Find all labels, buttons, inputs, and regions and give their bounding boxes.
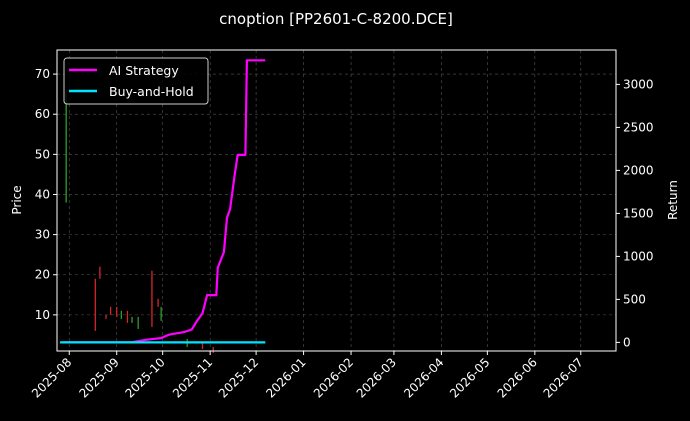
- y-right-tick-label: 1500: [623, 206, 654, 220]
- legend-box: [63, 57, 209, 105]
- x-tick-label: 2026-01: [263, 355, 308, 400]
- x-tick-label: 2026-02: [311, 355, 356, 400]
- y-axis-label-left: Price: [10, 185, 24, 214]
- series-line-ai-strategy: [63, 59, 266, 344]
- y-left-tick-label: 60: [35, 107, 50, 121]
- x-tick-label: 2025-11: [170, 355, 215, 400]
- y-left-tick-label: 40: [35, 187, 50, 201]
- y-left-tick-label: 50: [35, 147, 50, 161]
- x-tick-label: 2025-09: [76, 355, 121, 400]
- y-left-tick-label: 30: [35, 228, 50, 242]
- chart-title: cnoption [PP2601-C-8200.DCE]: [219, 10, 453, 28]
- legend-label-ai-strategy: AI Strategy: [109, 63, 179, 78]
- y-left-tick-label: 20: [35, 268, 50, 282]
- candlesticks: [65, 90, 214, 354]
- y-axis-label-right: Return: [666, 180, 680, 220]
- x-tick-label: 2026-04: [401, 355, 446, 400]
- y-right-tick-label: 2500: [623, 120, 654, 134]
- y-right-tick-label: 1000: [623, 249, 654, 263]
- y-right-tick-label: 500: [623, 292, 646, 306]
- series-lines: [60, 59, 266, 344]
- y-left-tick-label: 70: [35, 67, 50, 81]
- y-right-tick-label: 3000: [623, 77, 654, 91]
- x-tick-label: 2025-12: [216, 355, 261, 400]
- x-tick-label: 2026-06: [495, 355, 540, 400]
- legend: AI Strategy Buy-and-Hold: [63, 57, 209, 105]
- x-tick-label: 2025-10: [122, 355, 167, 400]
- x-tick-label: 2026-05: [447, 355, 492, 400]
- y-left-tick-label: 10: [35, 308, 50, 322]
- y-right-tick-label: 2000: [623, 163, 654, 177]
- x-tick-label: 2025-08: [29, 355, 74, 400]
- x-tick-label: 2026-07: [541, 355, 586, 400]
- x-tick-label: 2026-03: [354, 355, 399, 400]
- grid: [57, 50, 616, 351]
- y-right-tick-label: 0: [623, 335, 631, 349]
- legend-label-buy-and-hold: Buy-and-Hold: [109, 84, 194, 99]
- plot-frame: [56, 49, 617, 352]
